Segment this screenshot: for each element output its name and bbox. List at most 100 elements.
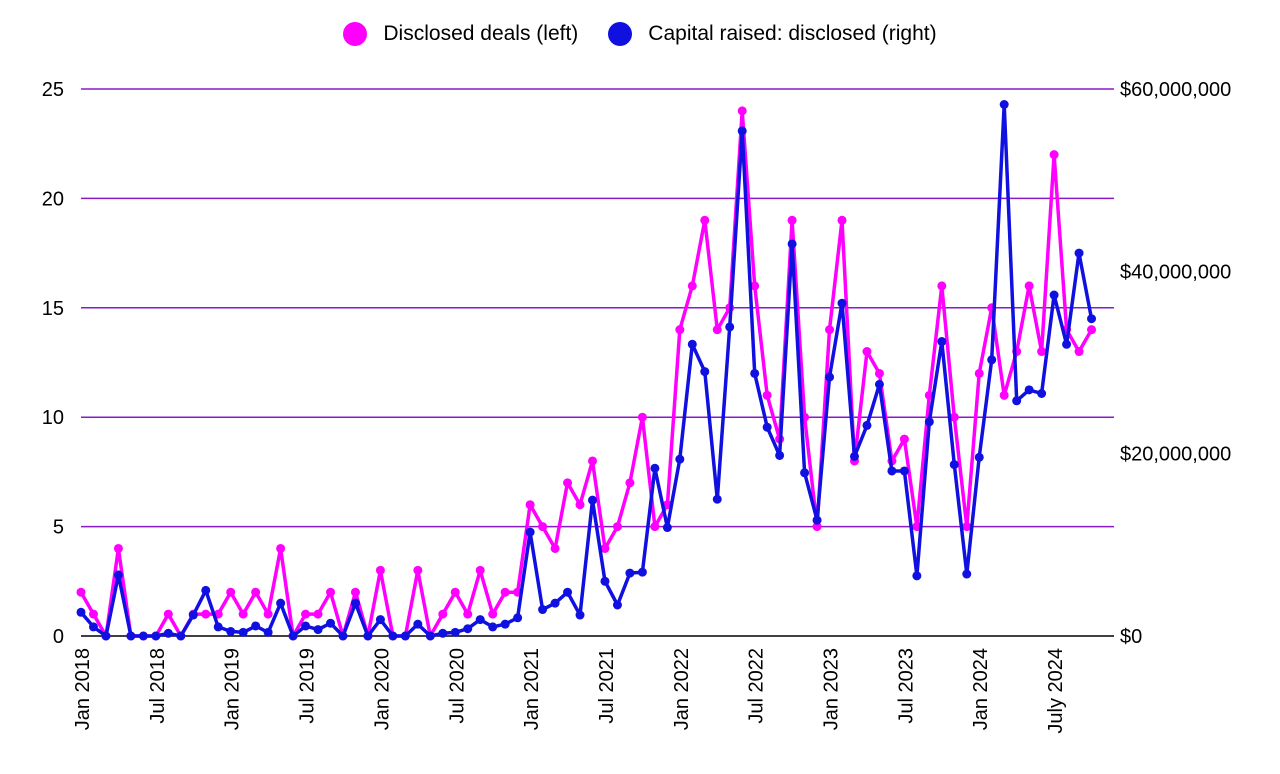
legend-label-capital: Capital raised: disclosed (right) — [648, 22, 937, 45]
left-tick-label: 0 — [53, 626, 64, 648]
data-point — [812, 522, 822, 532]
data-point — [937, 337, 947, 347]
right-tick-label: $20,000,000 — [1120, 444, 1231, 466]
data-point — [837, 298, 847, 308]
data-point — [588, 495, 597, 505]
data-point — [1024, 281, 1034, 291]
data-point — [475, 565, 485, 575]
x-tick-label: Jan 2022 — [671, 648, 693, 730]
data-point — [450, 627, 460, 637]
data-point — [263, 627, 273, 637]
data-point — [375, 615, 385, 625]
left-tick-label: 10 — [42, 407, 64, 429]
left-axis-ticks: 0 5 10 15 20 25 — [42, 79, 64, 648]
data-point — [500, 619, 510, 629]
series-line — [79, 102, 1094, 638]
data-point — [400, 631, 410, 641]
data-point — [874, 368, 884, 378]
data-point — [812, 515, 822, 525]
data-point — [326, 587, 336, 597]
data-point — [825, 325, 835, 335]
data-point — [113, 570, 123, 580]
data-point — [326, 618, 336, 628]
data-point — [363, 631, 373, 641]
data-point — [76, 607, 86, 617]
data-point — [176, 631, 186, 641]
data-point — [463, 609, 473, 619]
data-point — [525, 527, 535, 537]
data-point — [538, 522, 548, 532]
data-point — [1012, 396, 1022, 406]
data-point — [974, 368, 984, 378]
data-point — [650, 463, 660, 473]
data-point — [463, 624, 473, 634]
data-point — [800, 468, 810, 478]
data-point — [887, 466, 897, 476]
chart-legend: Disclosed deals (left) Capital raised: d… — [0, 22, 1280, 46]
data-point — [837, 215, 847, 225]
data-point — [999, 390, 1009, 400]
x-tick-label: Jul 2023 — [895, 648, 917, 724]
data-point — [488, 622, 498, 632]
legend-marker-capital — [608, 22, 633, 46]
x-tick-label: Jul 2019 — [297, 648, 319, 724]
data-point — [949, 460, 959, 470]
data-point — [937, 281, 947, 291]
data-point — [1062, 339, 1072, 349]
gridlines — [81, 88, 1114, 637]
data-point — [1024, 385, 1034, 395]
data-point — [201, 609, 211, 619]
data-point — [899, 466, 909, 476]
right-tick-label: $60,000,000 — [1120, 79, 1231, 101]
data-point — [388, 631, 398, 641]
left-tick-label: 20 — [42, 188, 64, 210]
data-point — [600, 576, 610, 586]
x-tick-label: Jan 2018 — [72, 648, 94, 730]
data-point — [338, 631, 348, 641]
data-point — [1087, 314, 1097, 324]
data-point — [625, 478, 635, 488]
data-point — [725, 322, 735, 332]
data-point — [575, 610, 585, 620]
data-point — [775, 450, 785, 460]
data-point — [849, 451, 859, 461]
data-point — [588, 456, 597, 466]
data-point — [550, 598, 560, 608]
data-point — [575, 500, 585, 510]
data-point — [126, 631, 136, 641]
data-point — [1074, 347, 1084, 357]
legend-marker-deals — [343, 22, 368, 46]
left-tick-label: 25 — [42, 79, 64, 101]
right-tick-label: $40,000,000 — [1120, 261, 1231, 283]
data-point — [350, 598, 360, 608]
x-tick-label: Jan 2021 — [521, 648, 543, 730]
x-tick-label: Jan 2019 — [222, 648, 244, 730]
data-point — [76, 587, 86, 597]
data-point — [563, 587, 573, 597]
data-point — [1037, 388, 1047, 398]
x-tick-label: Jan 2024 — [970, 648, 992, 730]
data-point — [899, 434, 909, 444]
data-point — [188, 610, 198, 620]
data-point — [750, 368, 760, 378]
data-point — [226, 626, 236, 636]
x-tick-label: Jul 2021 — [596, 648, 618, 724]
data-point — [974, 452, 984, 462]
x-axis-ticks: Jan 2018 Jul 2018 Jan 2019 Jul 2019 Jan 2020… — [72, 648, 1067, 734]
series-line — [79, 109, 1094, 638]
data-point — [612, 522, 622, 532]
data-point — [874, 379, 884, 389]
left-tick-label: 5 — [53, 517, 64, 539]
data-point — [1087, 325, 1097, 335]
right-tick-label: $0 — [1120, 626, 1142, 648]
data-point — [251, 587, 261, 597]
data-point — [251, 621, 261, 631]
data-point — [525, 500, 535, 510]
data-point — [88, 622, 98, 632]
data-point — [612, 600, 622, 610]
x-tick-label: Jan 2020 — [371, 648, 393, 730]
data-point — [700, 215, 710, 225]
data-point — [662, 523, 672, 533]
data-point — [301, 621, 311, 631]
